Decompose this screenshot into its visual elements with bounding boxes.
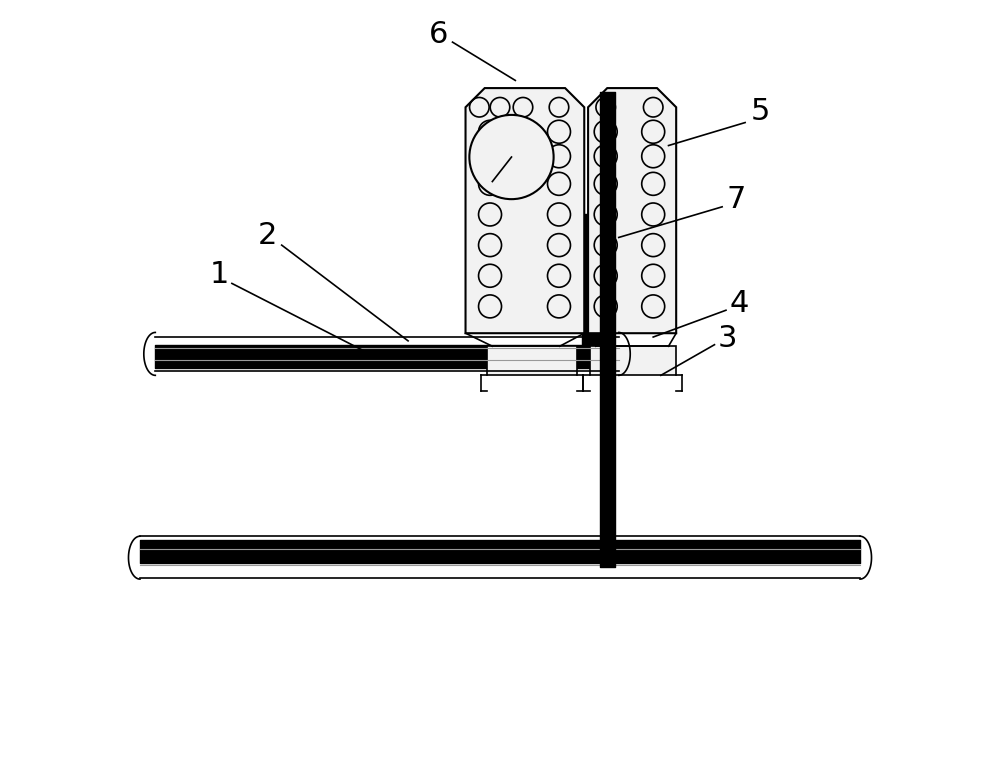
Polygon shape [588, 88, 676, 333]
Polygon shape [590, 346, 676, 375]
Text: 5: 5 [751, 97, 770, 126]
Text: 2: 2 [258, 221, 278, 250]
Text: 6: 6 [429, 20, 448, 49]
Text: 4: 4 [729, 289, 749, 318]
Polygon shape [487, 346, 577, 375]
Polygon shape [466, 88, 584, 333]
Text: 1: 1 [209, 260, 229, 289]
Text: 3: 3 [718, 324, 737, 353]
Text: 7: 7 [726, 185, 746, 214]
Circle shape [469, 115, 554, 199]
